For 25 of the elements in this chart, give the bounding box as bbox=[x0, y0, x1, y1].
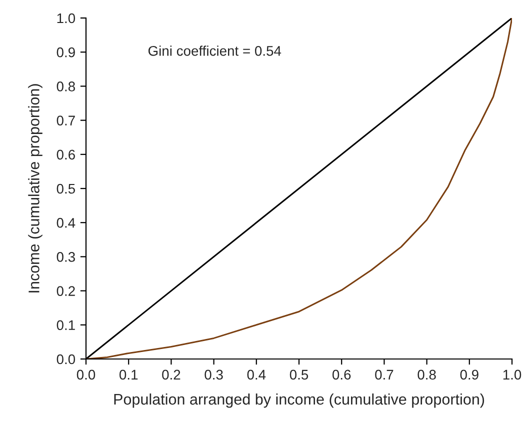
y-tick-label: 0.9 bbox=[56, 47, 75, 58]
x-axis-title: Population arranged by income (cumulative proportion) bbox=[114, 393, 484, 408]
y-tick-label: 0.3 bbox=[56, 252, 75, 262]
y-tick-label: 0.6 bbox=[56, 150, 75, 160]
y-tick-label: 1.0 bbox=[57, 13, 76, 24]
y-axis-title: Income (cumulative proportion) bbox=[28, 84, 42, 292]
y-tick-label: 0.2 bbox=[56, 286, 75, 296]
y-tick-label: 0.7 bbox=[56, 116, 75, 126]
x-tick-label: 0.9 bbox=[460, 370, 478, 380]
y-tick-label: 0.1 bbox=[56, 320, 75, 330]
x-tick-label: 0.1 bbox=[119, 370, 138, 380]
x-tick-label: 0.8 bbox=[418, 370, 436, 380]
x-tick-label: 0.7 bbox=[375, 370, 394, 380]
y-tick-label: 0.0 bbox=[56, 354, 76, 364]
x-tick-label: 0.6 bbox=[332, 370, 351, 380]
x-tick-label: 0.5 bbox=[290, 370, 308, 380]
x-tick-label: 0.2 bbox=[162, 370, 180, 380]
x-tick-label: 0.3 bbox=[204, 370, 223, 380]
x-tick-label: 1.0 bbox=[503, 370, 522, 380]
y-tick-label: 0.4 bbox=[56, 218, 76, 228]
x-tick-label: 0.0 bbox=[76, 370, 96, 380]
annotation: Gini coefficient = 0.54 bbox=[148, 46, 282, 56]
x-tick-label: 0.4 bbox=[247, 370, 266, 380]
y-tick-label: 0.8 bbox=[56, 82, 75, 92]
y-tick-label: 0.5 bbox=[56, 184, 76, 194]
